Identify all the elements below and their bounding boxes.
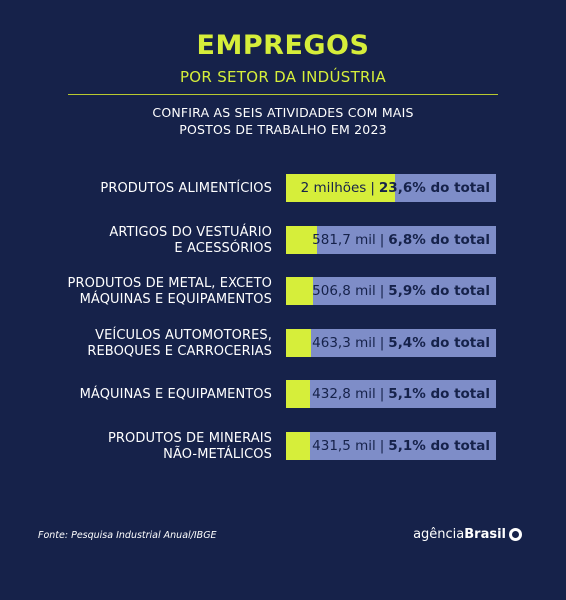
bar-value-label: 432,8 mil | 5,1% do total [286, 380, 490, 408]
intro-text: CONFIRA AS SEIS ATIVIDADES COM MAIS POST… [0, 104, 566, 138]
category-label-line: VEÍCULOS AUTOMOTORES, [95, 327, 272, 343]
share-label: 5,1% do total [388, 438, 490, 454]
brand-name-part2: Brasil [464, 526, 506, 542]
category-label: PRODUTOS DE MINERAIS NÃO-METÁLICOS [108, 425, 272, 469]
category-label: PRODUTOS DE METAL, EXCETO MÁQUINAS E EQUI… [68, 270, 272, 314]
value-label: 506,8 mil [312, 283, 376, 300]
brand-name-part1: agência [413, 526, 465, 542]
bar-row: PRODUTOS DE METAL, EXCETO MÁQUINAS E EQUI… [0, 270, 566, 314]
separator: | [370, 180, 375, 196]
intro-line-2: POSTOS DE TRABALHO EM 2023 [179, 122, 387, 137]
bar-row: PRODUTOS DE MINERAIS NÃO-METÁLICOS 431,5 m… [0, 425, 566, 469]
category-label-line: ARTIGOS DO VESTUÁRIO [109, 224, 272, 240]
source-note: Fonte: Pesquisa Industrial Anual/IBGE [38, 530, 217, 541]
bar-track: 431,5 mil | 5,1% do total [286, 432, 496, 460]
bar-track: 581,7 mil | 6,8% do total [286, 225, 496, 254]
category-label: VEÍCULOS AUTOMOTORES, REBOQUES E CARROCER… [87, 322, 272, 366]
page-subtitle: POR SETOR DA INDÚSTRIA [179, 68, 387, 86]
separator: | [379, 386, 385, 403]
bar-row: ARTIGOS DO VESTUÁRIO E ACESSÓRIOS 581,7 mi… [0, 219, 566, 263]
category-label-line: PRODUTOS ALIMENTÍCIOS [100, 181, 272, 196]
brand-circle-icon [509, 527, 522, 541]
bar [286, 380, 310, 409]
value-label: 431,5 mil [312, 438, 376, 454]
category-label: MÁQUINAS E EQUIPAMENTOS [80, 373, 272, 417]
separator: | [379, 231, 385, 248]
separator: | [379, 438, 385, 454]
share-label: 5,1% do total [388, 386, 490, 403]
category-label-line: REBOQUES E CARROCERIAS [87, 343, 272, 359]
bar [286, 328, 311, 357]
bar-track: 463,3 mil | 5,4% do total [286, 328, 496, 357]
bar-value-label: 463,3 mil | 5,4% do total [286, 329, 490, 357]
bar-value-label: 2 milhões | 23,6% do total [286, 174, 490, 202]
value-label: 581,7 mil [312, 231, 376, 248]
bar [286, 432, 310, 460]
value-label: 2 milhões [300, 180, 367, 196]
bar-row: PRODUTOS ALIMENTÍCIOS 2 milhões | 23,6% do … [0, 167, 566, 211]
separator: | [379, 283, 385, 300]
bar [286, 277, 313, 306]
category-label: PRODUTOS ALIMENTÍCIOS [100, 167, 272, 211]
share-label: 5,9% do total [388, 283, 490, 300]
share-label: 6,8% do total [388, 231, 490, 248]
bar-track: 432,8 mil | 5,1% do total [286, 380, 496, 409]
bar [286, 225, 317, 254]
brand-logo: agência Brasil [413, 524, 522, 544]
category-label-line: PRODUTOS DE MINERAIS [107, 431, 272, 446]
category-label-line: PRODUTOS DE METAL, EXCETO [67, 276, 272, 292]
value-label: 432,8 mil [312, 386, 376, 403]
category-label: ARTIGOS DO VESTUÁRIO E ACESSÓRIOS [109, 219, 272, 263]
share-label: 5,4% do total [388, 334, 490, 351]
bar-value-label: 581,7 mil | 6,8% do total [286, 226, 490, 254]
bar-row: VEÍCULOS AUTOMOTORES, REBOQUES E CARROCER… [0, 322, 566, 366]
bar-value-label: 431,5 mil | 5,1% do total [286, 432, 490, 460]
bar-track: 506,8 mil | 5,9% do total [286, 277, 496, 306]
bar [286, 174, 395, 202]
value-label: 463,3 mil [312, 334, 376, 351]
share-label: 23,6% do total [378, 180, 490, 196]
category-label-line: MÁQUINAS E EQUIPAMENTOS [79, 292, 272, 308]
bar-row: MÁQUINAS E EQUIPAMENTOS 432,8 mil | 5,1% do… [0, 373, 566, 417]
intro-line-1: CONFIRA AS SEIS ATIVIDADES COM MAIS [152, 105, 414, 120]
bar-track: 2 milhões | 23,6% do total [286, 174, 496, 202]
category-label-line: E ACESSÓRIOS [174, 240, 272, 256]
category-label-line: NÃO-METÁLICOS [163, 447, 272, 462]
separator: | [379, 334, 385, 351]
category-label-line: MÁQUINAS E EQUIPAMENTOS [79, 387, 272, 403]
page-title: EMPREGOS [196, 30, 370, 61]
divider [68, 94, 498, 95]
bar-value-label: 506,8 mil | 5,9% do total [286, 277, 490, 305]
